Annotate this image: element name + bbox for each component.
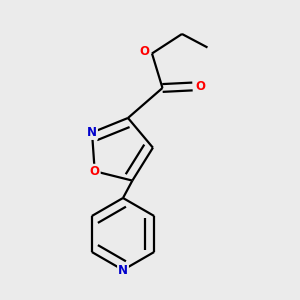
Text: O: O	[195, 80, 205, 93]
Text: N: N	[118, 263, 128, 277]
Text: O: O	[140, 46, 149, 59]
Text: N: N	[87, 126, 97, 139]
Text: O: O	[90, 165, 100, 178]
